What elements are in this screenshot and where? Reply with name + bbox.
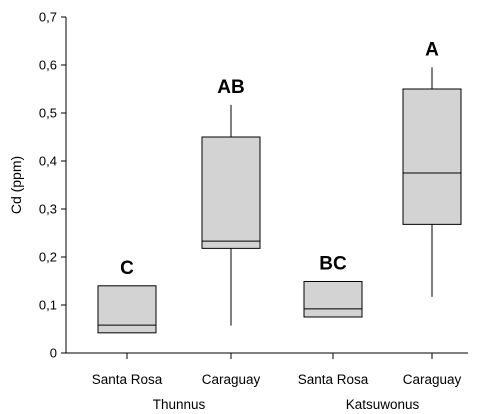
y-tick-label: 0 — [50, 346, 57, 361]
axes — [61, 16, 468, 359]
box — [303, 280, 363, 318]
significance-letter: A — [425, 39, 439, 60]
y-axis-title: Cd (ppm) — [8, 156, 24, 214]
y-tick-label: 0,6 — [39, 58, 57, 73]
x-category-label: Santa Rosa — [298, 372, 369, 387]
x-group-label: Thunnus — [153, 397, 206, 412]
boxes — [97, 67, 462, 334]
y-tick-label: 0,3 — [39, 202, 57, 217]
x-category-label: Santa Rosa — [92, 372, 163, 387]
x-category-label: Caraguay — [202, 372, 261, 387]
significance-letter: BC — [319, 253, 347, 274]
significance-letter: AB — [217, 77, 244, 98]
significance-letter: C — [120, 258, 134, 279]
y-tick-label: 0,7 — [39, 10, 57, 25]
y-tick-label: 0,2 — [39, 250, 57, 265]
y-tick-label: 0,4 — [39, 154, 57, 169]
y-tick-label: 0,1 — [39, 298, 57, 313]
x-category-label: Caraguay — [403, 372, 462, 387]
box — [97, 285, 157, 334]
labels: 0 0,1 0,2 0,3 0,4 0,5 0,6 0,7 Cd (ppm) Santa Rosa… — [8, 10, 462, 413]
y-tick-label: 0,5 — [39, 106, 57, 121]
x-group-label: Katsuwonus — [346, 397, 420, 412]
box — [201, 136, 261, 249]
box — [402, 88, 462, 225]
